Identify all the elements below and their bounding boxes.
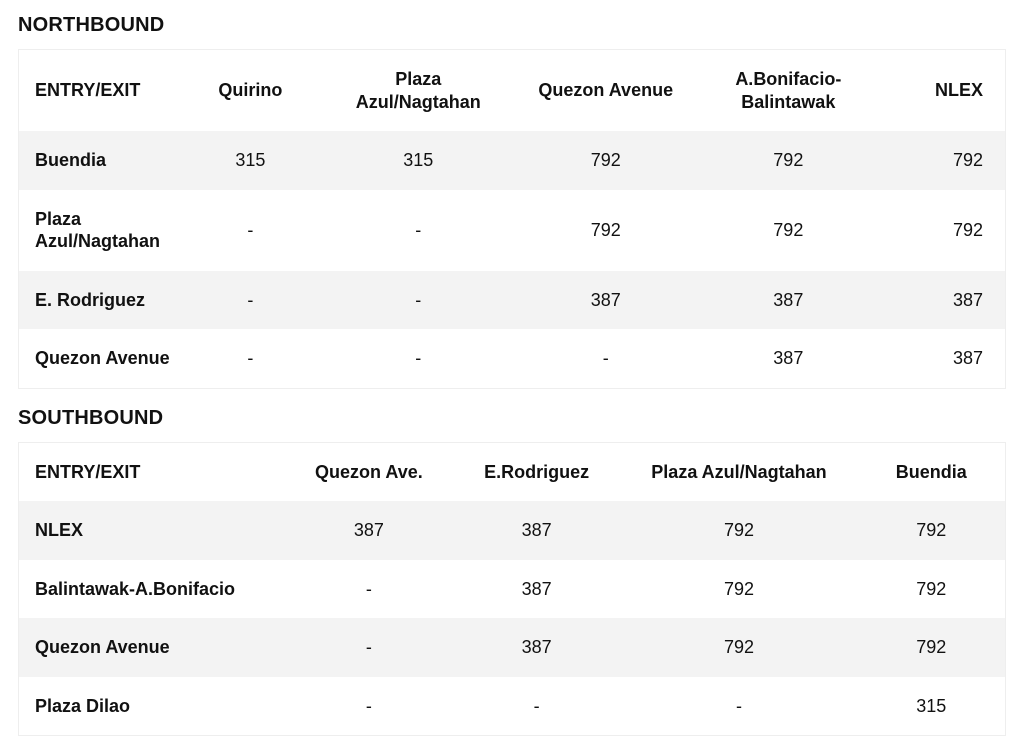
northbound-table: ENTRY/EXIT Quirino Plaza Azul/Nagtahan Q… [18,49,1006,389]
table-header-row: ENTRY/EXIT Quirino Plaza Azul/Nagtahan Q… [19,50,1006,132]
col-header: A.Bonifacio-Balintawak [690,50,887,132]
cell: 315 [186,131,314,190]
col-header: Quirino [186,50,314,132]
northbound-title: NORTHBOUND [18,14,1006,37]
cell: - [522,329,690,388]
col-header: Quezon Ave. [285,442,453,501]
col-header: Plaza Azul/Nagtahan [315,50,522,132]
row-header: NLEX [19,501,285,560]
cell: 792 [887,190,1005,271]
southbound-table: ENTRY/EXIT Quezon Ave. E.Rodriguez Plaza… [18,442,1006,737]
row-header: Plaza Azul/Nagtahan [19,190,187,271]
cell: 387 [453,501,621,560]
cell: 792 [690,190,887,271]
cell: 387 [887,329,1005,388]
cell: 387 [887,271,1005,330]
cell: 792 [522,131,690,190]
col-header: Plaza Azul/Nagtahan [621,442,858,501]
cell: 315 [315,131,522,190]
col-header: Quezon Avenue [522,50,690,132]
row-header: Balintawak-A.Bonifacio [19,560,285,619]
table-header-row: ENTRY/EXIT Quezon Ave. E.Rodriguez Plaza… [19,442,1006,501]
row-header: Quezon Avenue [19,618,285,677]
cell: 387 [690,271,887,330]
cell: 315 [857,677,1005,736]
southbound-title: SOUTHBOUND [18,407,1006,430]
row-header: Plaza Dilao [19,677,285,736]
cell: 792 [857,560,1005,619]
cell: 387 [690,329,887,388]
cell: 792 [522,190,690,271]
cell: 792 [621,560,858,619]
table-row: E. Rodriguez - - 387 387 387 [19,271,1006,330]
col-header: Buendia [857,442,1005,501]
table-row: NLEX 387 387 792 792 [19,501,1006,560]
cell: - [315,190,522,271]
col-header: ENTRY/EXIT [19,442,285,501]
row-header: Quezon Avenue [19,329,187,388]
cell: 387 [522,271,690,330]
cell: 387 [453,618,621,677]
cell: 387 [285,501,453,560]
cell: - [186,271,314,330]
table-row: Plaza Azul/Nagtahan - - 792 792 792 [19,190,1006,271]
cell: 792 [621,618,858,677]
row-header: Buendia [19,131,187,190]
cell: - [186,329,314,388]
table-row: Plaza Dilao - - - 315 [19,677,1006,736]
cell: - [285,560,453,619]
cell: - [186,190,314,271]
cell: 792 [857,501,1005,560]
table-row: Quezon Avenue - - - 387 387 [19,329,1006,388]
cell: 792 [887,131,1005,190]
col-header: ENTRY/EXIT [19,50,187,132]
cell: 792 [857,618,1005,677]
col-header: NLEX [887,50,1005,132]
table-row: Quezon Avenue - 387 792 792 [19,618,1006,677]
col-header: E.Rodriguez [453,442,621,501]
cell: 387 [453,560,621,619]
cell: - [315,329,522,388]
cell: - [285,677,453,736]
cell: 792 [621,501,858,560]
cell: - [621,677,858,736]
cell: - [453,677,621,736]
cell: - [315,271,522,330]
table-row: Buendia 315 315 792 792 792 [19,131,1006,190]
cell: - [285,618,453,677]
row-header: E. Rodriguez [19,271,187,330]
table-row: Balintawak-A.Bonifacio - 387 792 792 [19,560,1006,619]
cell: 792 [690,131,887,190]
